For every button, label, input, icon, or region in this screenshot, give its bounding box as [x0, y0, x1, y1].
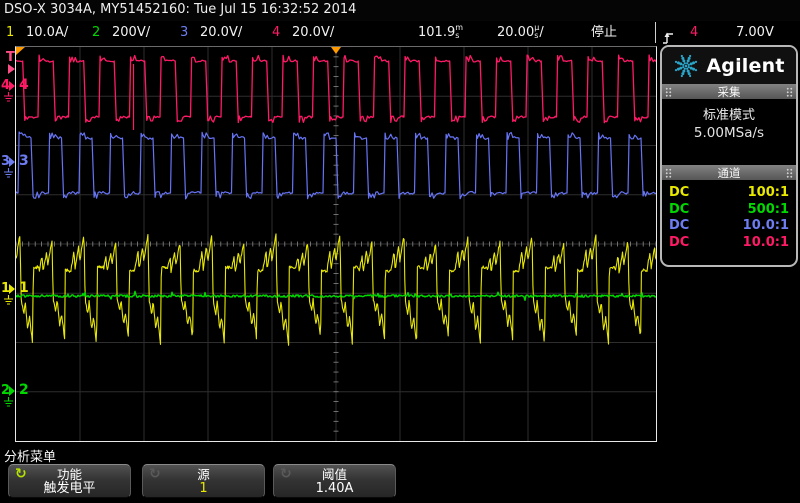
channel-row-2: DC 500:1 — [669, 202, 789, 219]
trigger-level[interactable]: 7.00V — [736, 25, 774, 40]
brand-name: Agilent — [706, 54, 785, 77]
ground-icon — [4, 92, 13, 102]
ch2-trace-label: 2 — [19, 382, 29, 398]
ch1-coupling: DC — [669, 185, 690, 200]
channel-row-4: DC 10.0:1 — [669, 235, 789, 252]
rotate-knob-icon: ↻ — [15, 466, 27, 482]
ch1-ground-arrow-icon — [9, 284, 15, 294]
ch2-probe-ratio: 500:1 — [747, 201, 789, 217]
ch4-trace-label: 4 — [19, 77, 29, 93]
grip-icon — [665, 167, 672, 178]
ch1-trace — [16, 233, 656, 346]
statusbar-divider — [655, 22, 656, 43]
menu-title: 分析菜单 — [4, 450, 57, 465]
ch1-ground-marker[interactable]: 1 — [1, 281, 11, 296]
ch3-number[interactable]: 3 — [180, 25, 189, 40]
sample-rate: 5.00MSa/s — [693, 125, 765, 141]
waveform-graticule — [15, 46, 657, 442]
acquisition-body: 标准模式 5.00MSa/s — [662, 99, 796, 165]
ch3-trace — [16, 131, 656, 200]
acquisition-title: 采集 — [717, 84, 741, 99]
ch3-coupling: DC — [669, 218, 690, 233]
ch4-trace — [16, 54, 656, 124]
status-bar: 1 10.0A/ 2 200V/ 3 20.0V/ 4 20.0V/ 101.9… — [0, 21, 800, 45]
channels-body: DC 100:1 DC 500:1 DC 10.0:1 DC 10.0:1 — [662, 180, 796, 251]
softkey-threshold-label: 阈值 — [321, 467, 347, 482]
grip-icon — [786, 86, 793, 97]
channel-row-1: DC 100:1 — [669, 185, 789, 202]
softkey-threshold-value: 1.40A — [315, 481, 354, 496]
ch3-trace-label: 3 — [19, 153, 29, 169]
channel-row-3: DC 10.0:1 — [669, 218, 789, 235]
ground-icon — [4, 397, 13, 407]
acquisition-mode: 标准模式 — [702, 108, 755, 123]
trigger-source[interactable]: 4 — [690, 25, 699, 40]
ch4-ground-arrow-icon — [9, 81, 15, 91]
run-state: 停止 — [591, 25, 618, 40]
ch4-number[interactable]: 4 — [272, 25, 281, 40]
channels-header[interactable]: 通道 — [662, 165, 796, 180]
ch4-scale[interactable]: 20.0V/ — [292, 25, 335, 40]
timebase-readout[interactable]: 20.00µ s/ — [497, 23, 544, 41]
ch2-trace — [16, 290, 656, 302]
title-bar: DSO-X 3034A, MY51452160: Tue Jul 15 16:3… — [0, 0, 800, 21]
ch4-probe-ratio: 10.0:1 — [742, 234, 789, 250]
ch2-scale[interactable]: 200V/ — [112, 25, 151, 40]
ch3-scale[interactable]: 20.0V/ — [200, 25, 243, 40]
rotate-knob-icon: ↻ — [149, 466, 161, 482]
ch3-ground-marker[interactable]: 3 — [1, 154, 11, 169]
trigger-edge-icon — [663, 32, 673, 44]
ch2-coupling: DC — [669, 201, 690, 217]
ch4-coupling: DC — [669, 234, 690, 250]
delay-readout[interactable]: 101.9m s — [418, 23, 464, 41]
trigger-level-arrow-icon — [8, 64, 15, 74]
softkey-source-label: 源 — [197, 467, 210, 482]
softkey-function-label: 功能 — [56, 467, 82, 482]
softkey-source-value: 1 — [199, 481, 208, 496]
trigger-time-marker — [331, 47, 341, 54]
waveform-display — [16, 47, 656, 441]
ch2-ground-arrow-icon — [9, 386, 15, 396]
ch1-probe-ratio: 100:1 — [747, 185, 789, 200]
brand-logo-area: Agilent — [662, 47, 796, 84]
softkey-source[interactable]: ↻ 源 1 — [142, 464, 265, 498]
ch3-ground-arrow-icon — [9, 157, 15, 167]
ch1-trace-label: 1 — [19, 280, 29, 296]
grip-icon — [665, 86, 672, 97]
ch3-probe-ratio: 10.0:1 — [742, 218, 789, 233]
softkey-function-value: 触发电平 — [43, 481, 96, 496]
ch4-ground-marker[interactable]: 4 — [1, 78, 11, 93]
sidebar-panel: Agilent 采集 标准模式 5.00MSa/s 通道 DC 100:1 DC… — [660, 45, 798, 267]
softkey-function[interactable]: ↻ 功能 触发电平 — [8, 464, 131, 498]
grip-icon — [786, 167, 793, 178]
ch2-number[interactable]: 2 — [92, 25, 101, 40]
channels-title: 通道 — [717, 165, 741, 180]
agilent-starburst-icon — [675, 54, 698, 77]
trigger-ref-corner-marker — [16, 47, 25, 55]
ground-icon — [4, 295, 13, 305]
rotate-knob-icon: ↻ — [280, 466, 292, 482]
ch1-number[interactable]: 1 — [6, 25, 15, 40]
ch2-ground-marker[interactable]: 2 — [1, 383, 11, 398]
trigger-level-marker[interactable]: T — [6, 50, 15, 65]
acquisition-header[interactable]: 采集 — [662, 84, 796, 99]
ground-icon — [4, 168, 13, 178]
softkey-threshold[interactable]: ↻ 阈值 1.40A — [273, 464, 396, 498]
ch1-scale[interactable]: 10.0A/ — [26, 25, 69, 40]
